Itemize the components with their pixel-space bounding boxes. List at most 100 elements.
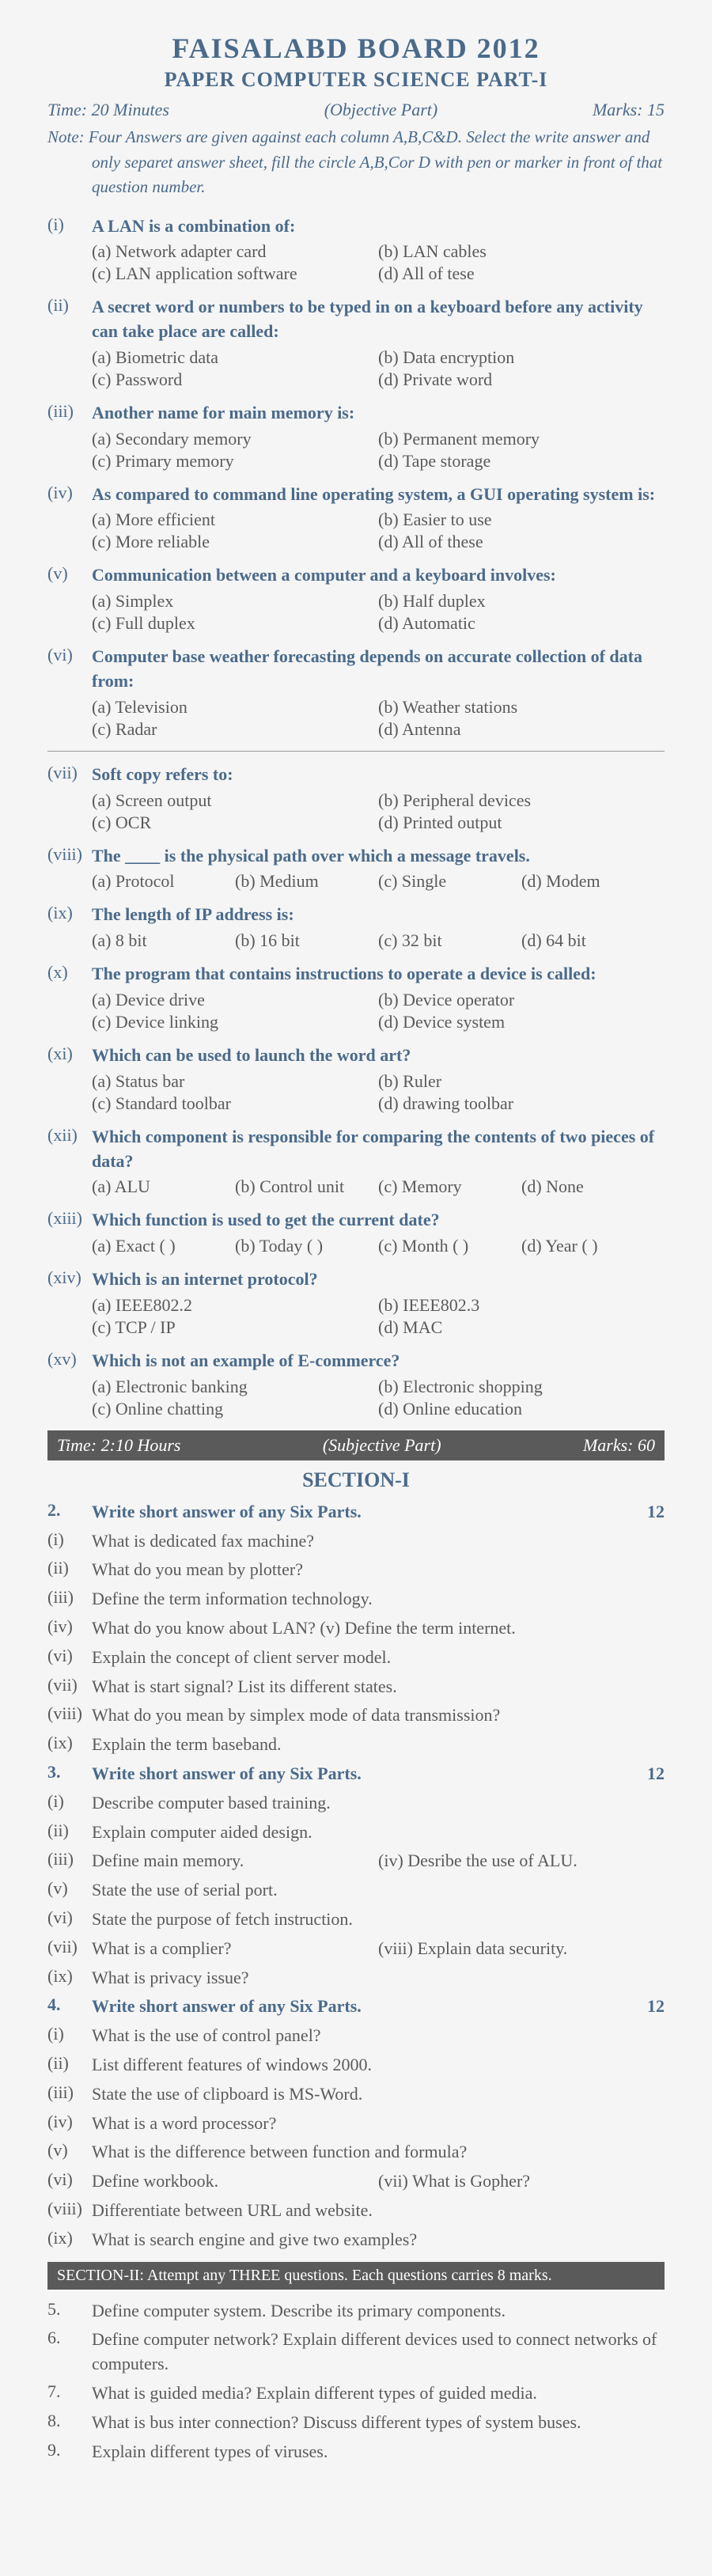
sq-text: State the use of serial port. — [92, 1878, 665, 1903]
sq-head-text: Write short answer of any Six Parts.12 — [92, 1762, 665, 1786]
long-num: 7. — [47, 2381, 92, 2406]
mcq-option: (d) Modem — [521, 871, 665, 892]
sq-text: List different features of windows 2000. — [92, 2053, 665, 2078]
mcq-question: As compared to command line operating sy… — [92, 483, 665, 507]
objective-info: Time: 20 Minutes (Objective Part) Marks:… — [47, 100, 665, 120]
long-text: Define computer network? Explain differe… — [92, 2328, 665, 2377]
mcq-option: (c) 32 bit — [378, 930, 521, 951]
sq-num: (vi) — [47, 1646, 92, 1670]
long-text: Define computer system. Describe its pri… — [92, 2299, 665, 2324]
mcq-option: (a) 8 bit — [92, 930, 235, 951]
mcq-question: A secret word or numbers to be typed in … — [92, 295, 665, 344]
mcq-option: (a) Device drive — [92, 990, 378, 1010]
mcq-option: (a) ALU — [92, 1176, 235, 1197]
mcq-option: (c) Primary memory — [92, 451, 378, 472]
mcq-option: (c) Single — [378, 871, 521, 892]
mcq-question: Which is an internet protocol? — [92, 1267, 665, 1292]
sq-num: (ii) — [47, 1820, 92, 1845]
long-num: 6. — [47, 2328, 92, 2377]
subj-part: (Subjective Part) — [323, 1435, 441, 1456]
mcq-option: (a) Simplex — [92, 591, 378, 612]
mcq-option: (d) Device system — [378, 1012, 665, 1032]
note-text: Note: Four Answers are given against eac… — [47, 125, 665, 200]
mcq-num: (viii) — [47, 844, 92, 869]
mcq-option: (d) drawing toolbar — [378, 1093, 665, 1114]
sq2-container: 2.Write short answer of any Six Parts.12… — [47, 1500, 665, 1757]
mcq-option: (a) Biometric data — [92, 347, 378, 368]
sq-text: What is the use of control panel? — [92, 2024, 665, 2048]
sq-text: What is privacy issue? — [92, 1966, 665, 1991]
mcq-option: (c) Month ( ) — [378, 1236, 521, 1256]
sq-num: (i) — [47, 1791, 92, 1816]
mcq-option: (b) Electronic shopping — [378, 1377, 665, 1397]
obj-marks: Marks: 15 — [593, 100, 665, 120]
long-text: What is guided media? Explain different … — [92, 2381, 665, 2406]
mcq-option: (c) Online chatting — [92, 1399, 378, 1419]
sq-num: (vi) — [47, 1907, 92, 1932]
sq4-container: 4.Write short answer of any Six Parts.12… — [47, 1995, 665, 2252]
mcq-num: (i) — [47, 214, 92, 239]
mcq-num: (iv) — [47, 483, 92, 507]
long-text: What is bus inter connection? Discuss di… — [92, 2411, 665, 2435]
mcq-option: (b) Device operator — [378, 990, 665, 1010]
mcq-option: (c) OCR — [92, 813, 378, 833]
mcq-option: (d) Tape storage — [378, 451, 665, 472]
sq-text: State the purpose of fetch instruction. — [92, 1907, 665, 1932]
mcq-option: (c) TCP / IP — [92, 1317, 378, 1338]
mcq-option: (a) Electronic banking — [92, 1377, 378, 1397]
sq-text: Define the term information technology. — [92, 1587, 665, 1612]
mcq-option: (d) Year ( ) — [521, 1236, 665, 1256]
mcq-num: (xii) — [47, 1125, 92, 1174]
sq-num: (ix) — [47, 1966, 92, 1991]
subj-time: Time: 2:10 Hours — [57, 1435, 180, 1456]
sq-num: (viii) — [47, 1703, 92, 1728]
mcq-option: (a) Screen output — [92, 790, 378, 811]
sq-num: (i) — [47, 1529, 92, 1554]
mcq-option: (d) All of tese — [378, 263, 665, 284]
sq-head-num: 3. — [47, 1762, 92, 1786]
sq-head-text: Write short answer of any Six Parts.12 — [92, 1995, 665, 2019]
mcq-option: (d) Automatic — [378, 613, 665, 634]
mcq-option: (a) Television — [92, 697, 378, 718]
mcq-option: (b) Easier to use — [378, 510, 665, 530]
mcq-question: Which function is used to get the curren… — [92, 1208, 665, 1233]
sq-head-text: Write short answer of any Six Parts.12 — [92, 1500, 665, 1525]
sq-marks: 12 — [647, 1995, 665, 2019]
mcq-question: Which is not an example of E-commerce? — [92, 1349, 665, 1373]
sq-num: (ix) — [47, 1733, 92, 1757]
sq-text: Explain the term baseband. — [92, 1733, 665, 1757]
mcq-option: (d) Printed output — [378, 813, 665, 833]
sq-num: (i) — [47, 2024, 92, 2048]
mcq-question: Which component is responsible for compa… — [92, 1125, 665, 1174]
mcq-option: (b) LAN cables — [378, 241, 665, 262]
sq3-container: 3.Write short answer of any Six Parts.12… — [47, 1762, 665, 1990]
sq-marks: 12 — [647, 1762, 665, 1786]
mcq-num: (v) — [47, 563, 92, 588]
mcq-container: (i)A LAN is a combination of:(a) Network… — [47, 214, 665, 1419]
long-num: 8. — [47, 2411, 92, 2435]
mcq-option: (d) Private word — [378, 369, 665, 390]
sq-text: What is dedicated fax machine? — [92, 1529, 665, 1554]
long-num: 9. — [47, 2440, 92, 2464]
sq-num: (vii) — [47, 1675, 92, 1699]
sq-num: (v) — [47, 2140, 92, 2165]
sq-text: What is the difference between function … — [92, 2140, 665, 2165]
mcq-option: (d) 64 bit — [521, 930, 665, 951]
mcq-question: The ____ is the physical path over which… — [92, 844, 665, 869]
paper-title: PAPER COMPUTER SCIENCE PART-I — [47, 68, 665, 92]
mcq-option: (d) Online education — [378, 1399, 665, 1419]
section1-title: SECTION-I — [47, 1468, 665, 1492]
sq-num: (v) — [47, 1878, 92, 1903]
mcq-num: (xiii) — [47, 1208, 92, 1233]
mcq-question: A LAN is a combination of: — [92, 214, 665, 239]
mcq-option: (c) Device linking — [92, 1012, 378, 1032]
mcq-option: (b) Control unit — [235, 1176, 378, 1197]
mcq-num: (xiv) — [47, 1267, 92, 1292]
mcq-option: (b) 16 bit — [235, 930, 378, 951]
sq-marks: 12 — [647, 1500, 665, 1525]
mcq-question: Soft copy refers to: — [92, 763, 665, 787]
mcq-option: (b) Today ( ) — [235, 1236, 378, 1256]
mcq-question: The length of IP address is: — [92, 903, 665, 927]
sq-text: Define main memory.(iv) Desribe the use … — [92, 1849, 665, 1873]
mcq-option: (b) Weather stations — [378, 697, 665, 718]
